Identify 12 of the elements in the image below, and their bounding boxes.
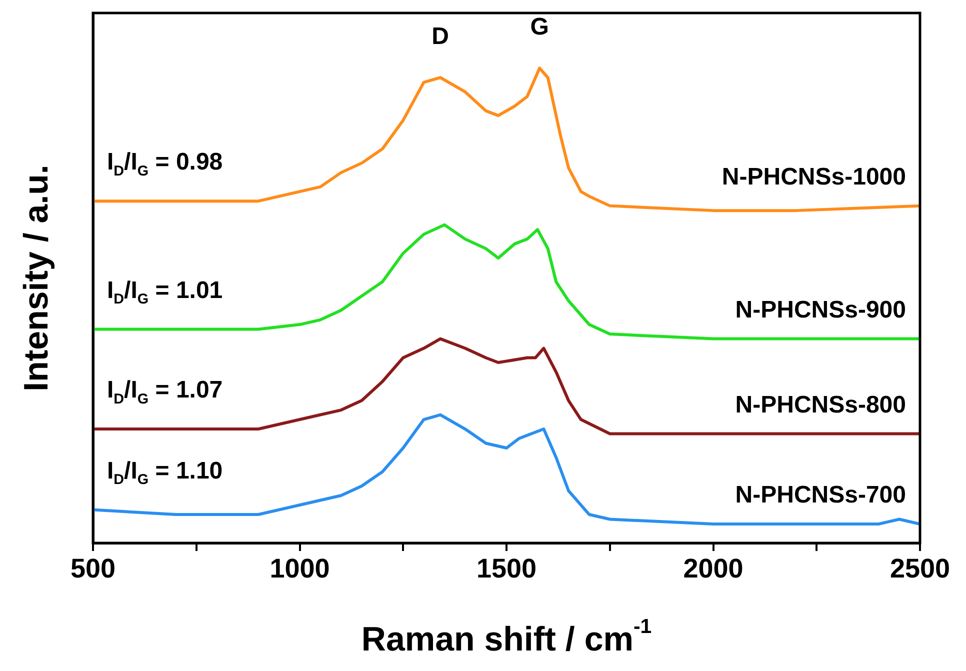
x-tick-label: 2000 xyxy=(683,554,744,584)
text: D xyxy=(432,23,450,50)
x-tick-label: 2500 xyxy=(890,554,950,584)
series-label: N-PHCNSs-1000 xyxy=(722,163,906,190)
series-label: N-PHCNSs-900 xyxy=(735,296,906,324)
y-axis-title: Intensity / a.u. xyxy=(17,164,56,392)
x-tick-label: 1000 xyxy=(270,554,330,584)
text: G xyxy=(530,14,549,41)
series-label: N-PHCNSs-800 xyxy=(735,391,906,418)
series-label: N-PHCNSs-700 xyxy=(735,482,906,509)
x-tick-label: 500 xyxy=(70,554,116,584)
x-tick-label: 1500 xyxy=(476,554,537,584)
